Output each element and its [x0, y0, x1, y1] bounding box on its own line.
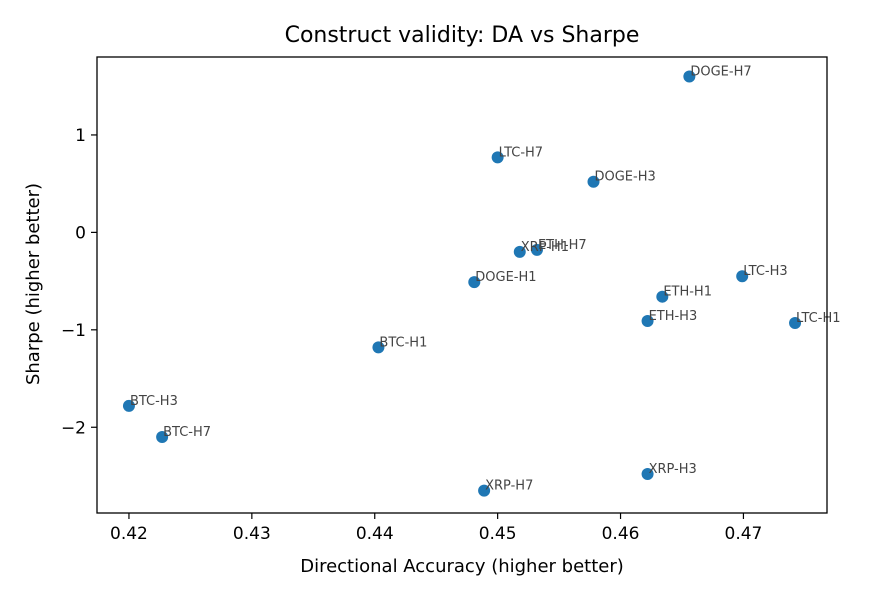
chart-title: Construct validity: DA vs Sharpe: [285, 23, 640, 48]
data-point: [683, 70, 696, 83]
data-point: [156, 431, 169, 443]
x-axis-label: Directional Accuracy (higher better): [300, 556, 624, 577]
x-tick-label: 0.45: [479, 524, 517, 544]
y-tick-label: −1: [61, 321, 86, 341]
data-point-label: LTC-H1: [796, 311, 840, 326]
data-point-label: LTC-H7: [499, 145, 543, 160]
y-tick-label: 0: [75, 223, 86, 243]
x-tick-label: 0.47: [725, 524, 763, 544]
data-point: [491, 151, 504, 164]
data-point: [656, 290, 669, 303]
data-point: [789, 317, 802, 329]
x-tick-label: 0.43: [233, 524, 271, 544]
data-point: [736, 270, 749, 283]
chart-marks: 0.42 0.43 0.44 0.45 0.46 0.47 −2 −1 0 1 DOGE-H7 LTC…: [61, 64, 841, 544]
data-point: [478, 484, 491, 497]
x-tick-label: 0.46: [602, 524, 640, 544]
data-point: [641, 315, 654, 328]
data-point-label: LTC-H3: [743, 264, 787, 279]
data-point-label: DOGE-H7: [690, 64, 751, 79]
data-point-label: BTC-H3: [130, 394, 178, 409]
data-point-label: ETH-H3: [649, 309, 698, 324]
data-point: [513, 245, 526, 258]
data-point: [530, 243, 543, 256]
data-point-label: XRP-H3: [649, 462, 697, 477]
data-point: [468, 276, 481, 289]
data-point: [122, 399, 135, 412]
x-tick-label: 0.44: [356, 524, 394, 544]
y-tick-label: 1: [75, 126, 86, 146]
y-axis-label: Sharpe (higher better): [23, 183, 44, 385]
data-point-label: ETH-H1: [663, 285, 712, 300]
y-tick-label: −2: [61, 418, 86, 438]
data-point: [372, 341, 385, 354]
data-point: [587, 175, 600, 188]
data-point-label: ETH-H7: [538, 238, 587, 253]
plot-frame: [96, 56, 828, 514]
data-point-label: XRP-H1: [521, 240, 569, 255]
data-point: [641, 468, 654, 481]
data-point-label: BTC-H7: [163, 425, 211, 440]
x-tick-label: 0.42: [110, 524, 148, 544]
data-point-label: DOGE-H3: [594, 170, 655, 185]
data-point-label: XRP-H7: [485, 479, 533, 494]
data-point-label: DOGE-H1: [475, 270, 536, 285]
data-point-label: BTC-H1: [379, 335, 427, 350]
